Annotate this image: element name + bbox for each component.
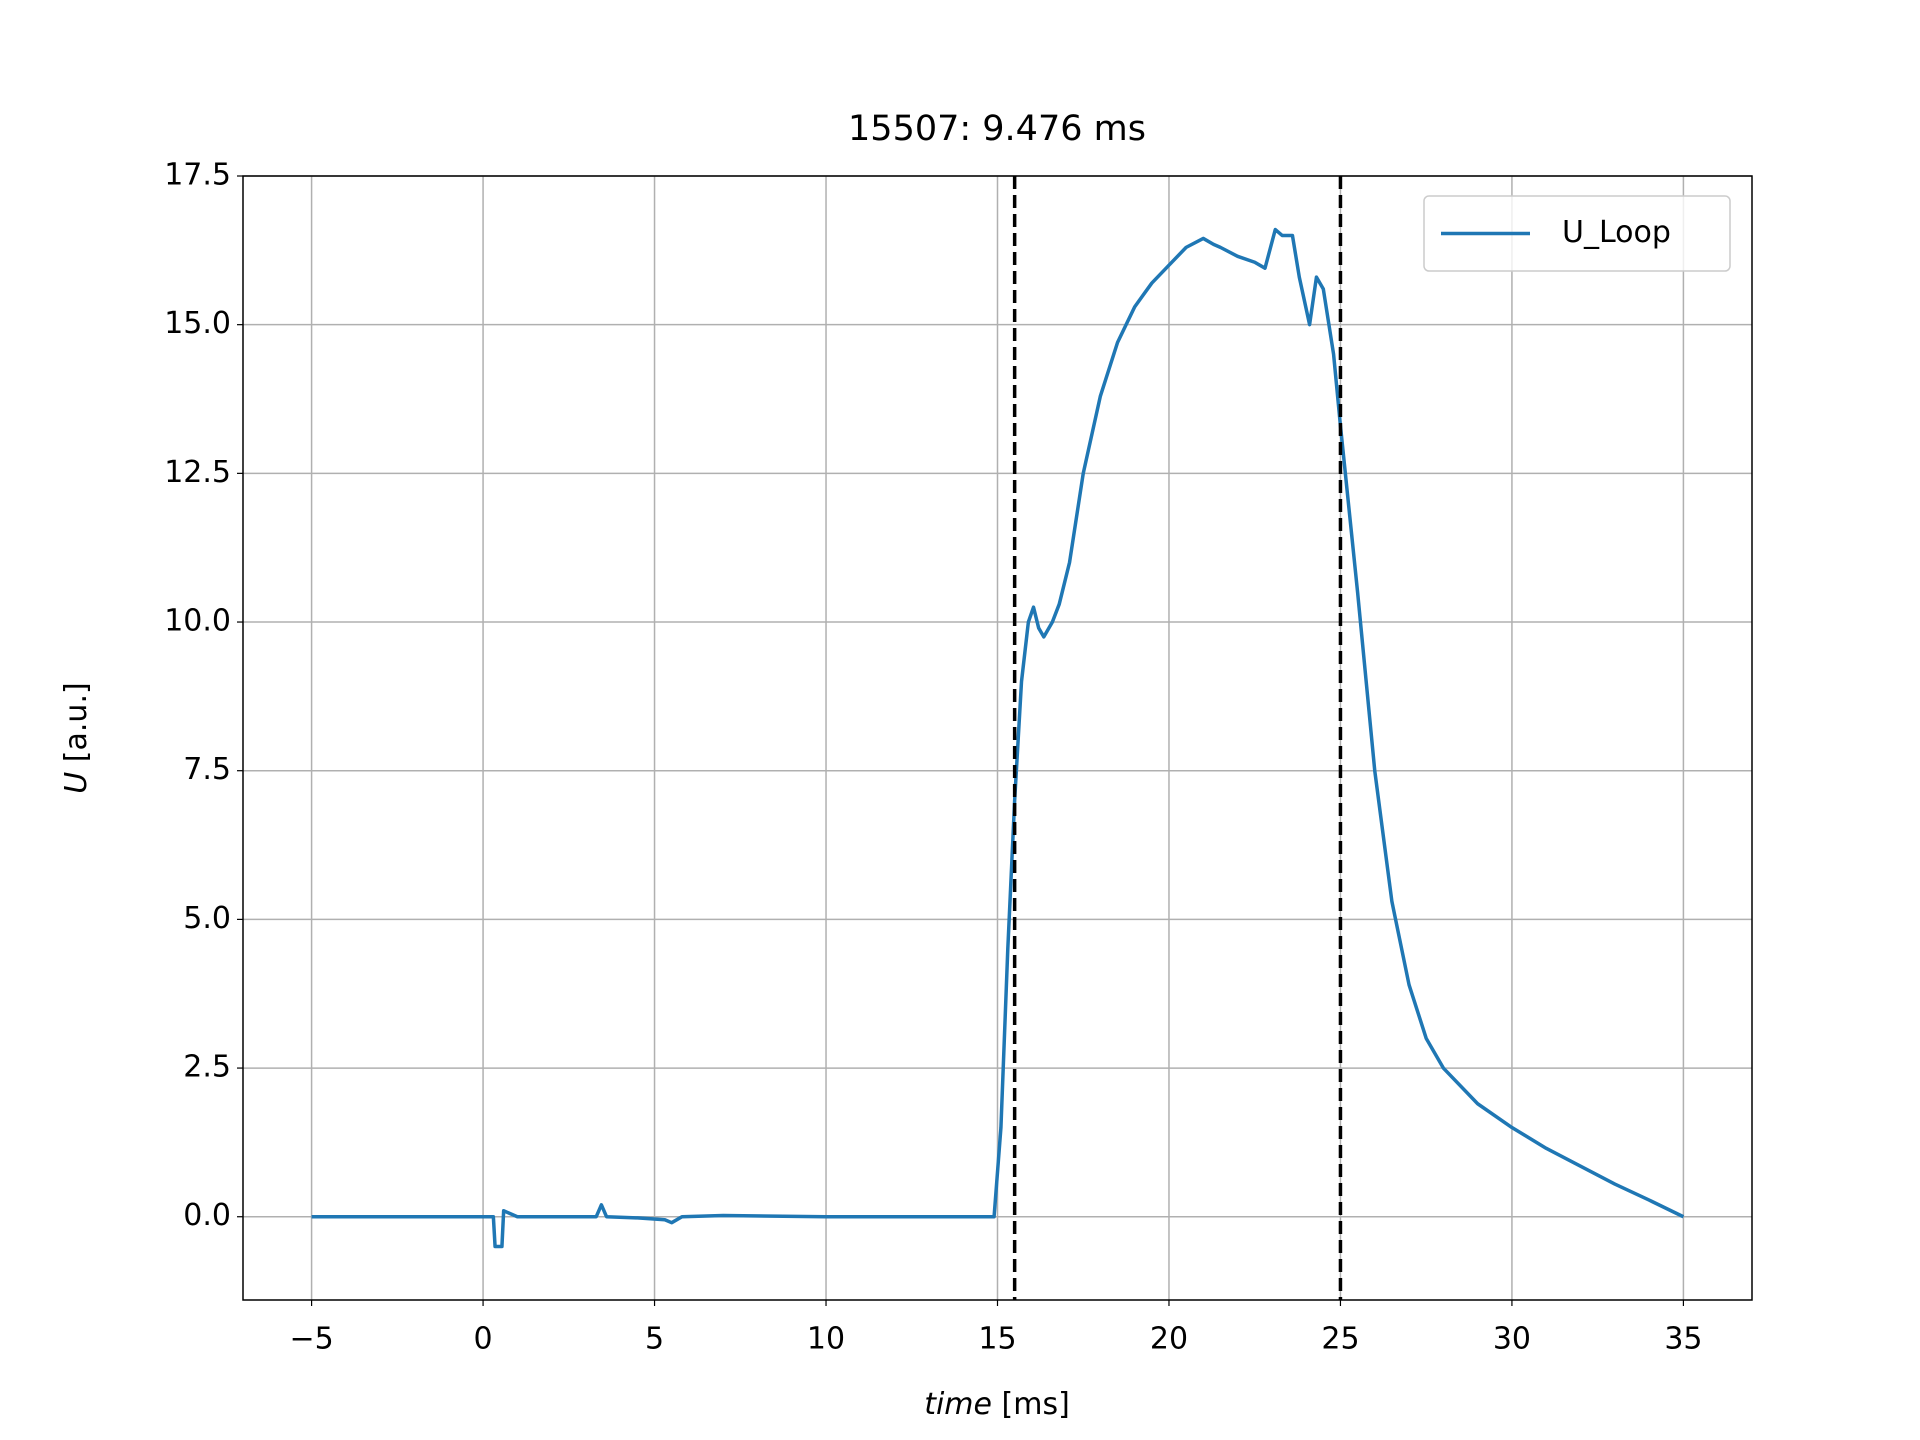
x-tick-label: −5 xyxy=(289,1322,333,1357)
x-tick-label: 15 xyxy=(978,1322,1016,1357)
y-tick-label: 7.5 xyxy=(183,752,231,787)
y-tick-label: 5.0 xyxy=(183,901,231,936)
x-label-unit: [ms] xyxy=(1002,1387,1070,1422)
y-tick-label: 17.5 xyxy=(164,158,231,193)
x-axis-label: time [ms] xyxy=(924,1387,1070,1422)
x-tick-label: 35 xyxy=(1664,1322,1702,1357)
legend-label: U_Loop xyxy=(1562,215,1671,250)
y-tick-label: 2.5 xyxy=(183,1050,231,1085)
x-tick-label: 0 xyxy=(474,1322,493,1357)
y-axis-label: U [a.u.] xyxy=(59,682,94,793)
chart-title: 15507: 9.476 ms xyxy=(848,109,1146,149)
data-line xyxy=(311,227,1685,1249)
x-tick-label: 20 xyxy=(1150,1322,1188,1357)
y-label-symbol: U xyxy=(59,772,94,794)
y-tick-label: 0.0 xyxy=(183,1198,231,1233)
y-label-unit: [a.u.] xyxy=(59,682,94,762)
x-tick-label: 5 xyxy=(645,1322,664,1357)
x-label-symbol: time xyxy=(924,1387,992,1422)
y-tick-label: 10.0 xyxy=(164,604,231,639)
legend-box xyxy=(1423,195,1731,272)
x-tick-label: 25 xyxy=(1321,1322,1359,1357)
plot-frame xyxy=(242,175,1753,1301)
x-tick-label: 10 xyxy=(807,1322,845,1357)
y-tick-label: 15.0 xyxy=(164,306,231,341)
x-tick-label: 30 xyxy=(1493,1322,1531,1357)
y-tick-label: 12.5 xyxy=(164,455,231,490)
